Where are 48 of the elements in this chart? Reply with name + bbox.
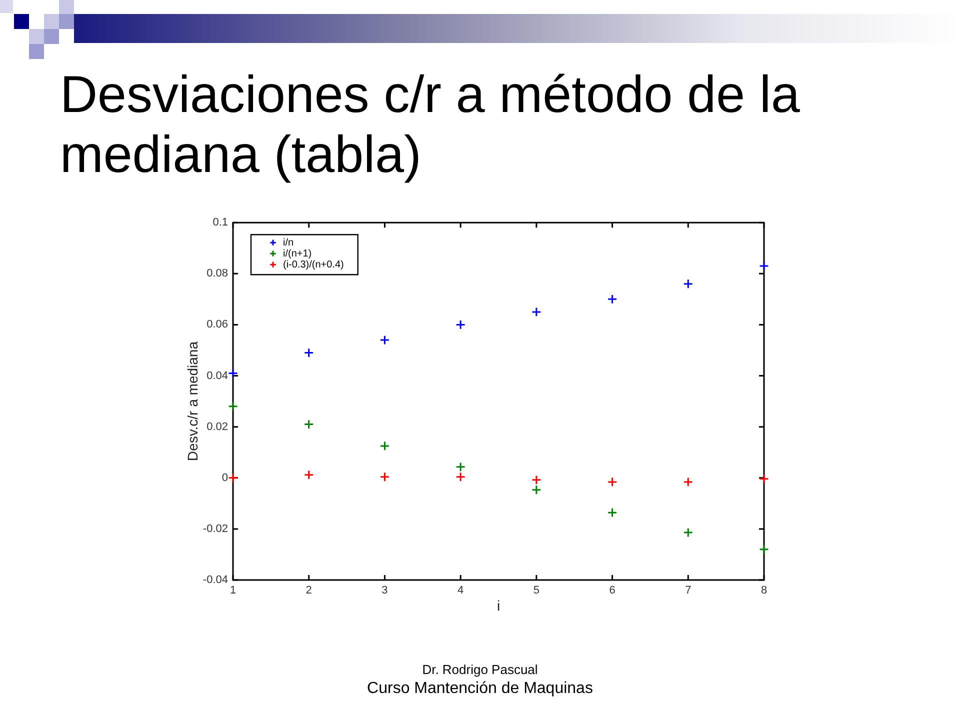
legend-label: (i-0.3)/(n+0.4)	[283, 259, 344, 270]
text: Curso Mantención de Maquinas	[366, 679, 594, 698]
point	[304, 348, 314, 358]
y-tick-label: 0.08	[206, 268, 228, 280]
point	[304, 419, 314, 430]
point	[759, 544, 769, 554]
point	[607, 294, 618, 304]
text: Dr. Rodrigo Pascual	[421, 661, 539, 679]
point	[683, 528, 694, 538]
point	[228, 368, 238, 378]
point	[456, 472, 466, 482]
y-tick-label: -0.04	[202, 574, 228, 586]
chart-title: Desviaciones c/r a método de la mediana (tabla)	[60, 65, 801, 185]
point	[228, 401, 238, 412]
x-tick-label: 8	[760, 584, 768, 597]
y-tick-label: 0.02	[206, 420, 228, 433]
x-tick-label: 2	[306, 584, 312, 597]
point	[304, 470, 314, 480]
x-tick-label: 7	[685, 584, 692, 597]
x-tick-label: 6	[609, 584, 616, 597]
point	[531, 307, 542, 317]
legend-label: i/n	[283, 237, 294, 248]
x-tick-label: 3	[382, 584, 388, 597]
legend-label: i/(n+1)	[283, 248, 312, 260]
y-tick-label: 0	[222, 472, 228, 484]
point	[759, 474, 769, 484]
point	[380, 335, 390, 345]
x-tick-label: 1	[230, 584, 236, 597]
x-axis-title: i	[496, 597, 500, 614]
point	[683, 477, 694, 487]
point	[607, 508, 618, 518]
x-tick-label: 4	[458, 584, 464, 597]
point	[380, 441, 390, 451]
point	[607, 477, 618, 487]
y-tick-label: 0.04	[206, 370, 228, 382]
y-tick-label: -0.02	[202, 522, 228, 535]
y-axis-title: Desv.c/r a mediana	[184, 341, 200, 462]
y-tick-label: 0.1	[212, 216, 228, 229]
y-tick-label: 0.06	[206, 318, 228, 331]
x-tick-label: 5	[533, 584, 540, 597]
point	[759, 261, 769, 271]
point	[228, 472, 238, 483]
point	[456, 320, 466, 330]
point	[683, 278, 694, 289]
point	[531, 484, 542, 495]
point	[531, 474, 542, 485]
point	[456, 462, 466, 472]
point	[380, 472, 390, 482]
